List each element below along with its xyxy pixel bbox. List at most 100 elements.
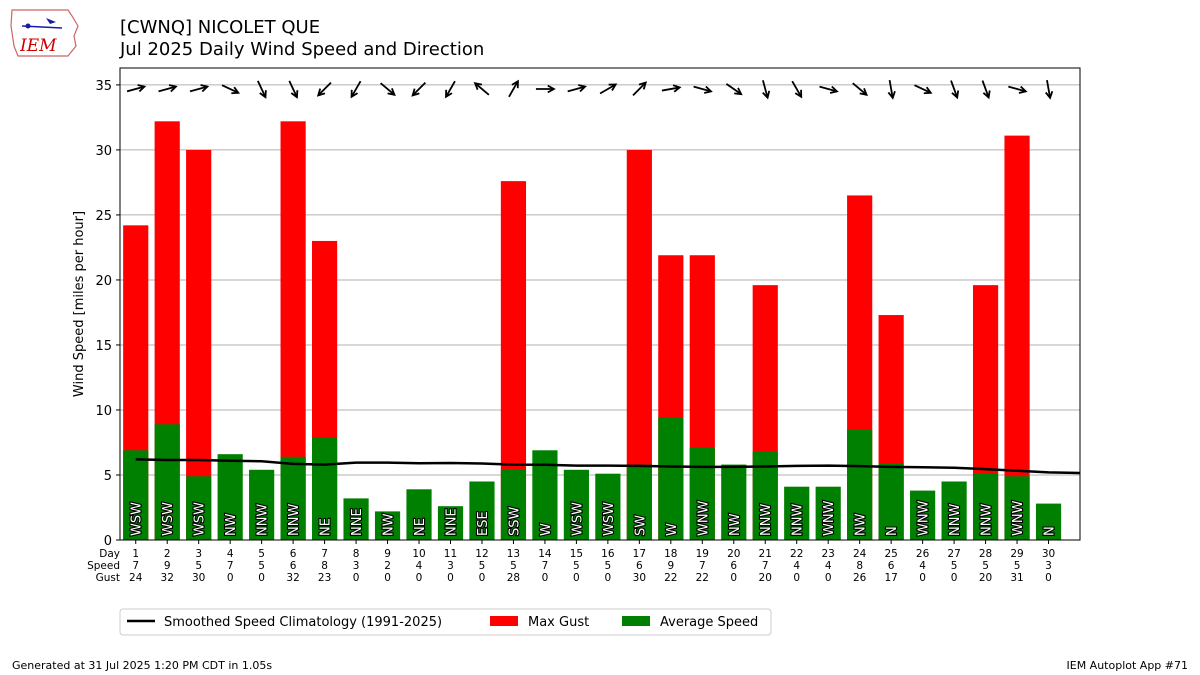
speed-label-19: 7 <box>699 560 706 572</box>
row-label-gust: Gust <box>96 572 120 584</box>
day-label-17: 17 <box>633 548 646 560</box>
wind-arrow-day-4 <box>221 84 241 95</box>
gust-label-19: 22 <box>696 572 709 584</box>
avg-bar-day-15 <box>563 469 589 540</box>
gust-label-6: 32 <box>286 572 299 584</box>
direction-label-day-29: WNW <box>1011 500 1026 536</box>
gust-label-12: 0 <box>479 572 486 584</box>
y-axis-label: Wind Speed [miles per hour] <box>72 211 87 397</box>
avg-bar-day-11 <box>437 506 464 540</box>
direction-label-day-16: WSW <box>602 502 617 536</box>
avg-bar-day-8 <box>343 498 369 540</box>
day-label-26: 26 <box>916 548 930 560</box>
wind-arrow-day-26 <box>914 84 933 95</box>
gust-label-24: 26 <box>853 572 867 584</box>
direction-label-day-19: WNW <box>696 500 711 536</box>
day-label-23: 23 <box>822 548 835 560</box>
ytick-label-30: 30 <box>95 144 112 159</box>
day-label-19: 19 <box>696 548 709 560</box>
wind-arrow-day-18 <box>661 84 682 93</box>
gust-label-18: 22 <box>664 572 677 584</box>
wind-arrow-day-27 <box>950 80 960 100</box>
generated-note: Generated at 31 Jul 2025 1:20 PM CDT in … <box>12 659 273 672</box>
ytick-label-0: 0 <box>104 534 112 549</box>
legend[interactable]: Smoothed Speed Climatology (1991-2025) Ma… <box>119 608 772 636</box>
gust-bar-day-3 <box>186 149 212 540</box>
average-bars <box>123 417 1062 540</box>
wind-arrow-day-23 <box>819 85 839 94</box>
speed-label-20: 6 <box>730 560 737 572</box>
legend-item-max-gust[interactable]: Max Gust <box>490 615 589 630</box>
wind-arrow-day-11 <box>445 80 456 99</box>
wind-arrow-day-13 <box>508 79 519 98</box>
direction-label-day-4: NW <box>224 513 239 536</box>
row-label-speed: Speed <box>87 560 120 572</box>
legend-item-average-speed[interactable]: Average Speed <box>622 615 758 630</box>
gust-label-27: 0 <box>951 572 958 584</box>
speed-label-14: 7 <box>542 560 549 572</box>
wind-chart: WSW WSW WSW NW NNW NNW NE NNE NW NE NNE ESE SSW W WSW W… <box>72 67 1081 636</box>
direction-label-day-18: W <box>665 523 680 536</box>
plot-frame <box>119 67 1081 541</box>
wind-arrow-day-1 <box>126 84 147 93</box>
speed-label-4: 7 <box>227 560 234 572</box>
speed-label-21: 7 <box>762 560 769 572</box>
avg-bar-day-3 <box>186 476 212 540</box>
legend-item-climatology[interactable]: Smoothed Speed Climatology (1991-2025) <box>127 615 442 630</box>
wind-arrow-day-24 <box>852 82 869 96</box>
speed-label-5: 5 <box>258 560 265 572</box>
row-label-day: Day <box>99 548 120 560</box>
direction-label-day-3: WSW <box>193 502 208 536</box>
ytick-label-25: 25 <box>95 209 112 224</box>
gust-label-13: 28 <box>507 572 520 584</box>
gust-label-26: 0 <box>919 572 926 584</box>
gust-label-16: 0 <box>605 572 612 584</box>
avg-bar-day-5 <box>249 469 275 540</box>
ytick-label-35: 35 <box>95 79 112 94</box>
direction-label-day-27: NNW <box>948 504 963 536</box>
legend-label-max-gust: Max Gust <box>528 615 589 630</box>
speed-label-2: 9 <box>164 560 171 572</box>
avg-bar-day-26 <box>910 490 936 540</box>
wind-arrow-day-17 <box>632 81 648 97</box>
gust-label-21: 20 <box>759 572 772 584</box>
gust-label-17: 30 <box>633 572 646 584</box>
wind-arrow-day-14 <box>535 84 556 94</box>
gust-label-22: 0 <box>793 572 800 584</box>
speed-label-26: 4 <box>919 560 926 572</box>
gust-label-7: 23 <box>318 572 331 584</box>
avg-bar-day-27 <box>941 481 967 540</box>
day-label-30: 30 <box>1042 548 1055 560</box>
day-label-10: 10 <box>412 548 425 560</box>
day-label-21: 21 <box>759 548 772 560</box>
avg-bar-day-18 <box>658 417 684 540</box>
avg-bar-day-6 <box>280 456 306 540</box>
speed-label-11: 3 <box>447 560 454 572</box>
wind-arrow-day-6 <box>288 80 299 99</box>
wind-arrow-day-25 <box>887 79 896 100</box>
speed-label-16: 5 <box>605 560 612 572</box>
avg-bar-day-29 <box>1004 476 1030 540</box>
direction-label-day-7: NE <box>319 518 334 536</box>
gust-bar-day-29 <box>1004 135 1030 540</box>
direction-arrows <box>126 79 1054 100</box>
wind-arrow-day-3 <box>189 84 210 93</box>
direction-label-day-8: NNE <box>350 508 365 536</box>
avg-bar-day-7 <box>312 437 338 540</box>
axes: 0 5 10 15 20 25 30 35 Wind Speed [miles per hour… <box>72 67 1081 549</box>
app-credit: IEM Autoplot App #71 <box>1066 659 1189 672</box>
speed-label-10: 4 <box>416 560 423 572</box>
chart-title: [CWNQ] NICOLET QUE <box>120 17 321 38</box>
direction-label-day-24: NW <box>854 513 869 536</box>
iem-logo: IEM <box>10 9 79 57</box>
ytick-label-5: 5 <box>104 469 112 484</box>
gust-label-23: 0 <box>825 572 832 584</box>
wind-arrow-day-29 <box>1008 85 1028 94</box>
direction-labels: WSW WSW WSW NW NNW NNW NE NNE NW NE NNE ESE SSW W WSW W… <box>129 499 1059 537</box>
direction-label-day-30: N <box>1043 526 1058 536</box>
avg-bar-day-28 <box>972 473 999 540</box>
day-label-14: 14 <box>538 548 552 560</box>
day-label-16: 16 <box>601 548 615 560</box>
gust-label-14: 0 <box>542 572 549 584</box>
day-label-20: 20 <box>727 548 740 560</box>
